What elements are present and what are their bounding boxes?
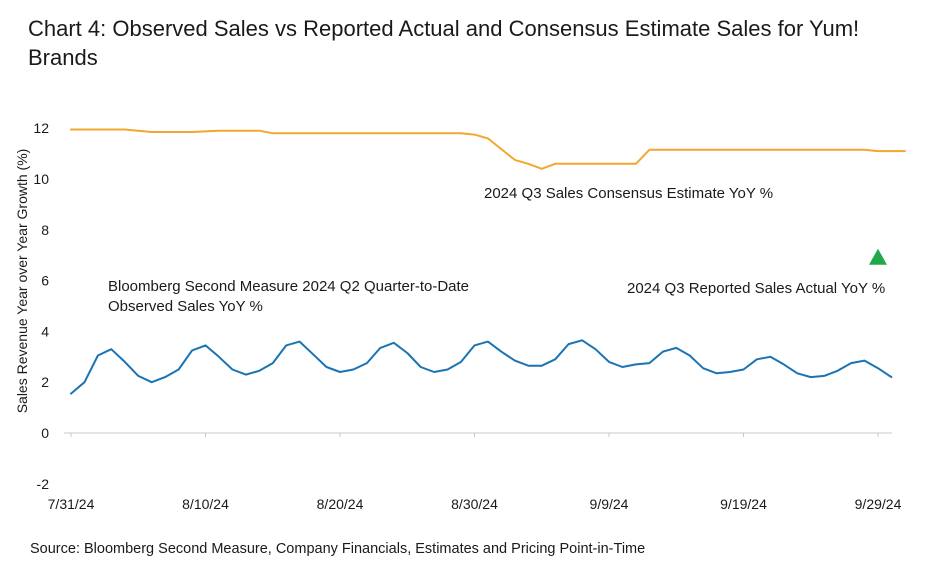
observed-series-line [70,339,893,395]
chart-title: Chart 4: Observed Sales vs Reported Actu… [28,16,860,70]
y-tick-label: 0 [41,425,49,441]
actual-sales-marker [869,248,887,265]
x-tick-label: 9/19/24 [720,496,767,512]
x-tick-label: 7/31/24 [48,496,95,512]
x-tick-labels: 7/31/24 8/10/24 8/20/24 8/30/24 9/9/24 9/19/2… [48,496,902,512]
series-group [70,128,906,395]
annotation-observed-line2: Observed Sales YoY % [108,298,263,315]
y-tick-label: 4 [41,323,49,339]
source-note: Source: Bloomberg Second Measure, Compan… [30,541,646,557]
x-tick-label: 8/30/24 [451,496,498,512]
y-axis-label: Sales Revenue Year over Year Growth (%) [14,149,30,414]
x-tick-label: 9/29/24 [855,496,902,512]
y-tick-label: 12 [33,120,49,136]
consensus-series-line [70,128,906,170]
x-tick-label: 9/9/24 [590,496,629,512]
y-tick-label: 2 [41,374,49,390]
annotation-observed-line1: Bloomberg Second Measure 2024 Q2 Quarter… [108,278,469,295]
x-tick-label: 8/20/24 [317,496,364,512]
y-tick-label: -2 [37,476,50,492]
y-tick-labels: -2 0 2 4 6 8 10 12 [33,120,49,492]
annotation-consensus: 2024 Q3 Sales Consensus Estimate YoY % [484,185,773,202]
y-tick-label: 10 [33,171,49,187]
annotation-actual: 2024 Q3 Reported Sales Actual YoY % [627,280,885,297]
y-tick-label: 6 [41,273,49,289]
y-tick-label: 8 [41,222,49,238]
x-tick-label: 8/10/24 [182,496,229,512]
chart-axes [64,432,892,437]
